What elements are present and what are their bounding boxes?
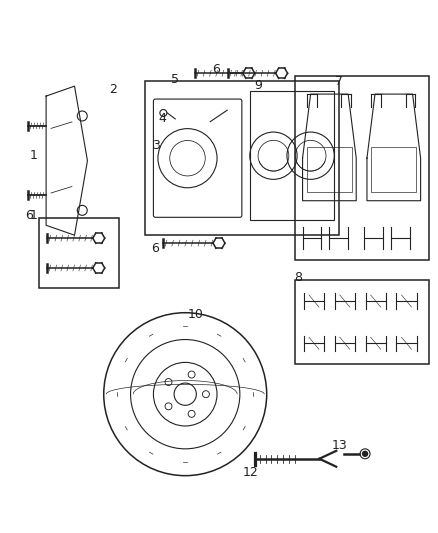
Text: 12: 12 <box>243 466 259 479</box>
Text: 6: 6 <box>212 63 220 76</box>
Bar <box>145 81 339 235</box>
Text: 4: 4 <box>159 112 166 125</box>
Text: 6: 6 <box>25 209 33 222</box>
Text: 1: 1 <box>29 209 37 222</box>
Bar <box>294 76 429 260</box>
Text: 7: 7 <box>335 75 343 88</box>
Text: 13: 13 <box>332 439 347 453</box>
Text: 8: 8 <box>294 271 303 285</box>
Circle shape <box>160 109 167 116</box>
Bar <box>371 148 417 192</box>
Text: 10: 10 <box>187 308 203 321</box>
Bar <box>39 219 119 288</box>
Text: 6: 6 <box>152 241 159 255</box>
Text: 3: 3 <box>152 139 160 152</box>
Bar <box>250 91 334 220</box>
Text: 1: 1 <box>29 149 37 162</box>
Text: 5: 5 <box>171 72 179 86</box>
Circle shape <box>363 451 367 456</box>
Bar <box>294 280 429 365</box>
Text: 9: 9 <box>254 79 261 92</box>
Text: 2: 2 <box>109 83 117 95</box>
Bar <box>307 148 352 192</box>
